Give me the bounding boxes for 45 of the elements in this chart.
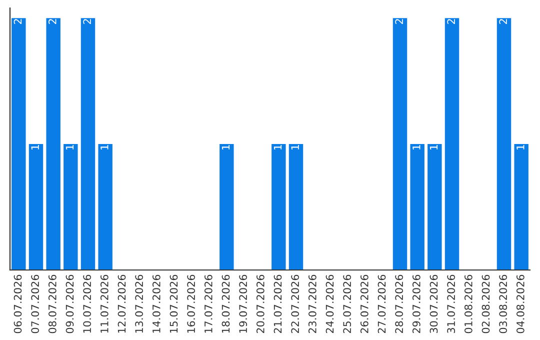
data-label: 1: [430, 145, 438, 150]
x-tick-label: 25.07.2026: [343, 274, 352, 334]
x-tick-label: 15.07.2026: [170, 274, 178, 333]
x-tick-label: 10.07.2026: [83, 274, 92, 333]
x-tick-label: 16.07.2026: [187, 274, 196, 333]
data-label: 2: [447, 19, 455, 24]
x-tick-label: 20.07.2026: [256, 274, 264, 334]
x-tick-label: 17.07.2026: [204, 274, 212, 333]
x-tick-label: 23.07.2026: [308, 274, 316, 334]
data-label: 1: [100, 145, 108, 150]
x-tick-label: 07.07.2026: [31, 274, 40, 334]
data-label: 1: [66, 145, 74, 150]
x-tick-label: 02.08.2026: [482, 274, 490, 334]
data-label: 1: [222, 145, 230, 150]
x-tick-label: 06.07.2026: [14, 274, 22, 334]
data-label: 2: [48, 19, 56, 24]
data-label: 2: [395, 19, 403, 24]
data-label: 1: [274, 145, 282, 150]
x-tick-label: 30.07.2026: [430, 274, 438, 334]
data-label: 2: [499, 19, 507, 24]
x-tick-label: 21.07.2026: [274, 274, 282, 334]
x-tick-label: 09.07.2026: [66, 274, 74, 334]
x-tick-label: 08.07.2026: [48, 274, 56, 334]
x-tick-label: 13.07.2026: [135, 274, 144, 333]
x-tick-label: 18.07.2026: [222, 274, 230, 333]
x-tick-label: 12.07.2026: [118, 274, 126, 333]
data-label: 1: [31, 145, 39, 150]
data-label: 2: [14, 19, 22, 24]
x-tick-label: 14.07.2026: [152, 274, 160, 333]
x-tick-label: 19.07.2026: [239, 274, 248, 333]
x-tick-label: 31.07.2026: [447, 274, 456, 334]
x-tick-label: 29.07.2026: [412, 274, 420, 334]
data-label: 2: [83, 19, 91, 24]
x-tick-label: 04.08.2026: [516, 274, 524, 334]
x-tick-label: 26.07.2026: [360, 274, 368, 334]
x-tick-label: 03.08.2026: [499, 274, 508, 334]
x-tick-label: 11.07.2026: [100, 274, 108, 333]
data-label: 1: [412, 145, 420, 150]
x-tick-label: 27.07.2026: [378, 274, 386, 334]
x-tick-label: 22.07.2026: [291, 274, 300, 334]
data-label: 1: [291, 145, 299, 150]
x-tick-label: 01.08.2026: [464, 274, 472, 334]
data-label: 1: [516, 145, 524, 150]
x-tick-label: 28.07.2026: [395, 274, 404, 334]
x-tick-label: 24.07.2026: [326, 274, 334, 334]
